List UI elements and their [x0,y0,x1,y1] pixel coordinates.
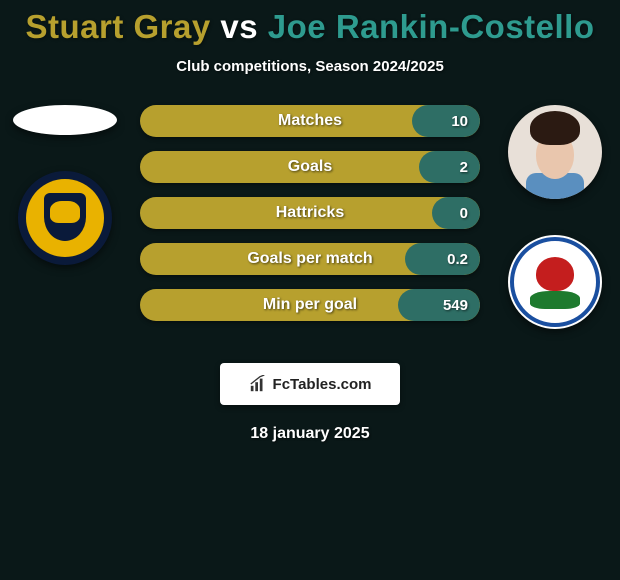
player2-name: Joe Rankin-Costello [268,8,595,45]
stat-label: Matches [140,105,480,137]
comparison-panel: Matches10 Goals2 Hattricks0 Goals per match… [0,105,620,355]
stat-row: Min per goal549 [140,289,480,321]
site-label: FcTables.com [273,376,372,393]
stat-label: Goals per match [140,243,480,275]
left-column [10,105,120,265]
vs-word: vs [220,8,258,45]
player1-avatar [13,105,117,135]
stat-row: Matches10 [140,105,480,137]
bar-chart-icon [249,375,267,393]
stat-label: Hattricks [140,197,480,229]
right-column [500,105,610,329]
subtitle: Club competitions, Season 2024/2025 [0,58,620,75]
stat-row: Goals2 [140,151,480,183]
stat-right-value: 549 [443,289,468,321]
stat-label: Min per goal [140,289,480,321]
infographic: Stuart Gray vs Joe Rankin-Costello Club … [0,0,620,580]
stat-bars: Matches10 Goals2 Hattricks0 Goals per match… [140,105,480,335]
date-label: 18 january 2025 [0,425,620,443]
stat-row: Hattricks0 [140,197,480,229]
player1-name: Stuart Gray [25,8,210,45]
stat-right-value: 2 [460,151,468,183]
stat-right-value: 0 [460,197,468,229]
stat-right-value: 0.2 [447,243,468,275]
page-title: Stuart Gray vs Joe Rankin-Costello [0,0,620,46]
player2-club-logo [508,235,602,329]
player1-club-logo [18,171,112,265]
stat-label: Goals [140,151,480,183]
stat-row: Goals per match0.2 [140,243,480,275]
stat-right-value: 10 [451,105,468,137]
player2-avatar [508,105,602,199]
site-attribution: FcTables.com [220,363,400,405]
